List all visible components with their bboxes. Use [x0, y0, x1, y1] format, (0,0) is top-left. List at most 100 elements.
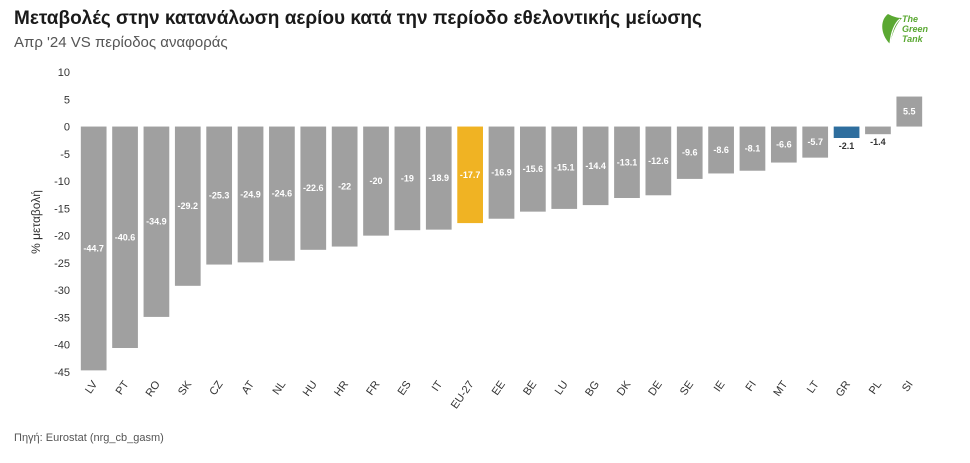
value-label: -40.6: [115, 232, 136, 242]
value-label: -12.6: [648, 156, 669, 166]
value-label: -24.9: [240, 189, 261, 199]
y-axis-label: % μεταβολή: [29, 190, 43, 254]
logo-line2: Green: [902, 24, 929, 34]
category-label: EU-27: [449, 379, 477, 411]
category-label: LV: [83, 378, 100, 396]
bar-ro: [143, 126, 170, 317]
category-label: FI: [743, 379, 758, 394]
bar-bg: [582, 126, 609, 206]
value-label: -16.9: [491, 168, 512, 178]
value-label: -20: [370, 176, 383, 186]
category-label: RO: [144, 378, 164, 399]
value-label: -14.4: [585, 161, 606, 171]
y-tick-label: -30: [54, 285, 70, 297]
axis-layer: 10 5 0 -5 -10 -15 -20 -25 -30 -35 -40 -45 % μεταβολή: [29, 67, 70, 379]
value-label: -29.2: [178, 201, 199, 211]
category-label: BG: [583, 379, 602, 399]
bar-at: [237, 126, 264, 263]
chart-subtitle: Απρ '24 VS περίοδος αναφοράς: [14, 34, 228, 51]
value-label: -8.1: [745, 144, 761, 154]
category-label: LT: [805, 379, 822, 396]
category-label: PL: [867, 379, 885, 397]
bar-se: [676, 126, 703, 179]
bar-sk: [174, 126, 201, 286]
category-label: HU: [301, 379, 320, 399]
bar-ee: [488, 126, 515, 219]
y-tick-label: -40: [54, 340, 70, 352]
bar-es: [394, 126, 421, 231]
value-label: -18.9: [429, 173, 450, 183]
category-label: SK: [176, 378, 195, 397]
logo-line3: Tank: [902, 34, 924, 44]
category-label: MT: [771, 379, 790, 399]
y-tick-label: -20: [54, 231, 70, 243]
value-label: -24.6: [272, 189, 293, 199]
bar-hu: [300, 126, 327, 250]
bar-de: [645, 126, 672, 196]
value-label: -13.1: [617, 157, 638, 167]
value-label: -15.6: [523, 164, 544, 174]
bar-dk: [614, 126, 640, 198]
category-label: FR: [364, 379, 382, 398]
category-label: SI: [900, 379, 916, 394]
leaf-icon: [882, 14, 902, 45]
category-label: IE: [712, 379, 728, 394]
y-tick-label: 10: [58, 67, 70, 79]
category-label: IT: [430, 379, 446, 394]
category-label: SE: [678, 379, 696, 398]
value-label: -25.3: [209, 191, 230, 201]
value-label: -1.4: [870, 137, 886, 147]
bar-eu-27: [457, 126, 483, 224]
bar-lu: [551, 126, 578, 209]
value-label: -8.6: [713, 145, 729, 155]
value-label: -9.6: [682, 148, 698, 158]
bar-fi: [739, 126, 766, 171]
bar-hr: [331, 126, 358, 247]
category-label: NL: [270, 379, 288, 397]
y-tick-label: 5: [64, 94, 70, 106]
category-label: DE: [646, 379, 665, 398]
y-tick-label: -25: [54, 258, 70, 270]
bar-pt: [112, 126, 138, 348]
category-label: HR: [332, 379, 351, 399]
value-label: -22.6: [303, 183, 324, 193]
bar-be: [520, 126, 546, 212]
bar-gr: [833, 126, 860, 138]
value-label: -34.9: [146, 217, 167, 227]
category-label: LU: [553, 379, 571, 397]
logo-line1: The: [902, 14, 918, 24]
value-label: -19: [401, 173, 414, 183]
category-label: PT: [114, 379, 132, 398]
source-note: Πηγή: Eurostat (nrg_cb_gasm): [14, 432, 164, 444]
category-label: EE: [490, 379, 508, 398]
bar-nl: [269, 126, 295, 261]
value-label: -2.1: [839, 141, 855, 151]
bar-pl: [865, 126, 891, 135]
y-tick-label: -5: [60, 149, 70, 161]
bar-si: [896, 96, 923, 127]
chart-title: Μεταβολές στην κατανάλωση αερίου κατά τη…: [14, 8, 702, 29]
y-tick-label: -35: [54, 312, 70, 324]
y-tick-label: -45: [54, 367, 70, 379]
category-label: BE: [521, 379, 539, 398]
bar-fr: [363, 126, 389, 236]
value-label: -15.1: [554, 163, 575, 173]
category-label: AT: [240, 379, 258, 397]
bars-layer: [80, 96, 923, 371]
value-label: -5.7: [807, 137, 823, 147]
bar-ie: [708, 126, 734, 174]
category-label: ES: [396, 379, 414, 398]
y-tick-label: -15: [54, 203, 70, 215]
bar-cz: [206, 126, 233, 265]
category-label: GR: [834, 379, 853, 399]
bar-lv: [80, 126, 107, 371]
bar-it: [425, 126, 452, 230]
category-label: DK: [615, 378, 634, 398]
y-tick-label: 0: [64, 122, 70, 134]
value-label: 5.5: [903, 107, 916, 117]
category-label: CZ: [207, 379, 225, 398]
value-label: -17.7: [460, 170, 481, 180]
green-tank-logo: The Green Tank: [882, 14, 929, 45]
bar-lt: [802, 126, 829, 158]
